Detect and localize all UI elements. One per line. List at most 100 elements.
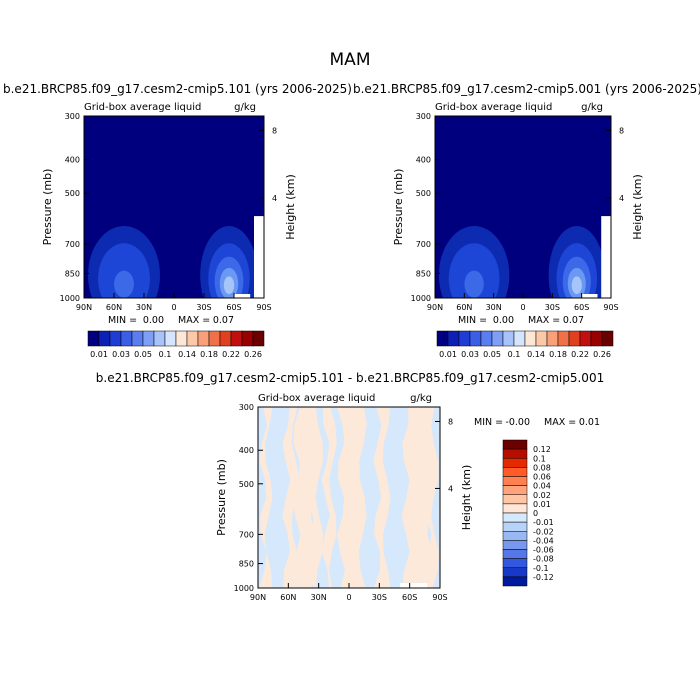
y-tick-label: 1000	[411, 294, 431, 303]
colorbar-label: 0.03	[461, 350, 479, 359]
colorbar-swatch	[513, 330, 526, 347]
colorbar-swatch	[252, 330, 265, 347]
max-label: MAX =	[528, 315, 560, 326]
colorbar-swatch	[120, 330, 133, 347]
units-label: g/kg	[410, 393, 432, 404]
panel-2: 90N 60N 30N 0 30S 60S 90S 300 400 500 700 850 1000 8 4…	[215, 393, 473, 602]
colorbar-swatch	[153, 330, 166, 347]
field-fill	[435, 116, 611, 298]
panel-0: 90N 60N 30N 0 30S 60S 90S 300 400 500 700 850 1000 8 4…	[41, 102, 297, 312]
y-tick-label: 400	[65, 155, 80, 164]
colorbar-label: -0.04	[533, 536, 554, 545]
x-tick-label: 90S	[603, 303, 618, 312]
left-panel-title: b.e21.BRCP85.f09_g17.cesm2-cmip5.101 (yr…	[3, 82, 352, 96]
x-tick-label: 60N	[106, 303, 122, 312]
y-axis-label: Pressure (mb)	[392, 169, 405, 246]
x-tick-label: 60S	[226, 303, 241, 312]
colorbar-swatch	[241, 330, 254, 347]
colorbar-label: 0.12	[533, 445, 551, 454]
x-tick-label: 60N	[280, 593, 296, 602]
colorbar-label: 0.08	[533, 463, 551, 472]
colorbar-label: -0.06	[533, 546, 554, 555]
colorbar-label: 0.1	[508, 350, 521, 359]
diff-positive-region-7	[401, 407, 436, 588]
colorbar-swatch	[502, 485, 528, 495]
panel-1: 90N 60N 30N 0 30S 60S 90S 300 400 500 700 850 1000 8 4…	[392, 102, 644, 312]
y-tick-label: 400	[416, 155, 431, 164]
missing-data	[581, 294, 598, 298]
colorbar-swatch	[186, 330, 199, 347]
season-title: MAM	[329, 50, 371, 70]
colorbar-label: 0.22	[571, 350, 589, 359]
max-value: 0.07	[213, 315, 234, 326]
colorbar-swatch	[230, 330, 243, 347]
colorbar-swatch	[502, 531, 528, 541]
min-value: -0.00	[505, 417, 530, 428]
min-value: 0.00	[143, 315, 164, 326]
y-tick-label: 400	[239, 446, 254, 455]
colorbar-swatch	[502, 549, 528, 559]
colorbar-swatch	[502, 567, 528, 578]
cloud-contour-1-4	[571, 276, 582, 295]
x-tick-label: 60S	[402, 593, 417, 602]
x-tick-label: 30S	[545, 303, 560, 312]
y-tick-label: 700	[239, 530, 254, 539]
colorbar-swatch	[579, 330, 592, 347]
colorbar-swatch	[219, 330, 232, 347]
y-tick-label: 300	[65, 112, 80, 121]
x-tick-label: 30N	[486, 303, 502, 312]
colorbar-swatch	[502, 467, 528, 477]
x-tick-label: 60N	[456, 303, 472, 312]
colorbar-label: 0.26	[244, 350, 262, 359]
field-fill	[84, 116, 264, 298]
colorbar-swatch	[447, 330, 460, 347]
x-tick-label: 30N	[311, 593, 327, 602]
y-axis-label: Pressure (mb)	[41, 169, 54, 246]
x-tick-label: 60S	[574, 303, 589, 312]
colorbar-swatch	[502, 476, 528, 486]
y-tick-label: 850	[239, 560, 254, 569]
colorbar-label: 0.14	[527, 350, 545, 359]
x-tick-label: 30S	[196, 303, 211, 312]
missing-data-edge	[254, 216, 264, 298]
colorbar-label: 0.18	[549, 350, 567, 359]
x-tick-label: 90N	[250, 593, 266, 602]
colorbar-swatch	[131, 330, 144, 347]
colorbar-swatch	[502, 576, 528, 587]
colorbar-label: 0.1	[159, 350, 172, 359]
colorbar-swatch	[546, 330, 559, 347]
colorbar-swatch	[557, 330, 570, 347]
height-tick-label: 4	[272, 194, 277, 203]
colorbar-label: 0.06	[533, 473, 551, 482]
y-tick-label: 300	[416, 112, 431, 121]
colorbar-label: -0.01	[533, 518, 554, 527]
colorbar-swatch	[502, 558, 528, 568]
y-tick-label: 500	[239, 480, 254, 489]
colorbar-swatch	[197, 330, 210, 347]
colorbar-swatch	[502, 540, 528, 550]
height-axis-label: Height (km)	[284, 174, 297, 240]
colorbar-label: 0.01	[533, 500, 551, 509]
y-tick-label: 300	[239, 403, 254, 412]
colorbar-swatch	[502, 330, 515, 347]
x-tick-label: 0	[520, 303, 525, 312]
units-label: g/kg	[234, 102, 256, 113]
colorbar-swatch	[524, 330, 537, 347]
colorbar-swatch	[590, 330, 603, 347]
cloud-contour-0-2	[464, 270, 484, 298]
colorbar-swatch	[98, 330, 111, 347]
x-tick-label: 30S	[372, 593, 387, 602]
colorbar-label: 0.05	[134, 350, 152, 359]
height-axis-label: Height (km)	[631, 174, 644, 240]
cloud-contour-0-2	[114, 270, 134, 298]
diff-positive-region-4	[321, 407, 337, 588]
colorbar-swatch	[502, 521, 528, 532]
field-label: Grid-box average liquid	[84, 102, 201, 113]
colorbar-swatch	[458, 330, 471, 347]
missing-data	[234, 294, 251, 298]
colorbar-swatch	[502, 439, 528, 450]
y-tick-label: 700	[416, 240, 431, 249]
colorbar-label: 0.01	[90, 350, 108, 359]
colorbar-swatch	[502, 494, 528, 505]
